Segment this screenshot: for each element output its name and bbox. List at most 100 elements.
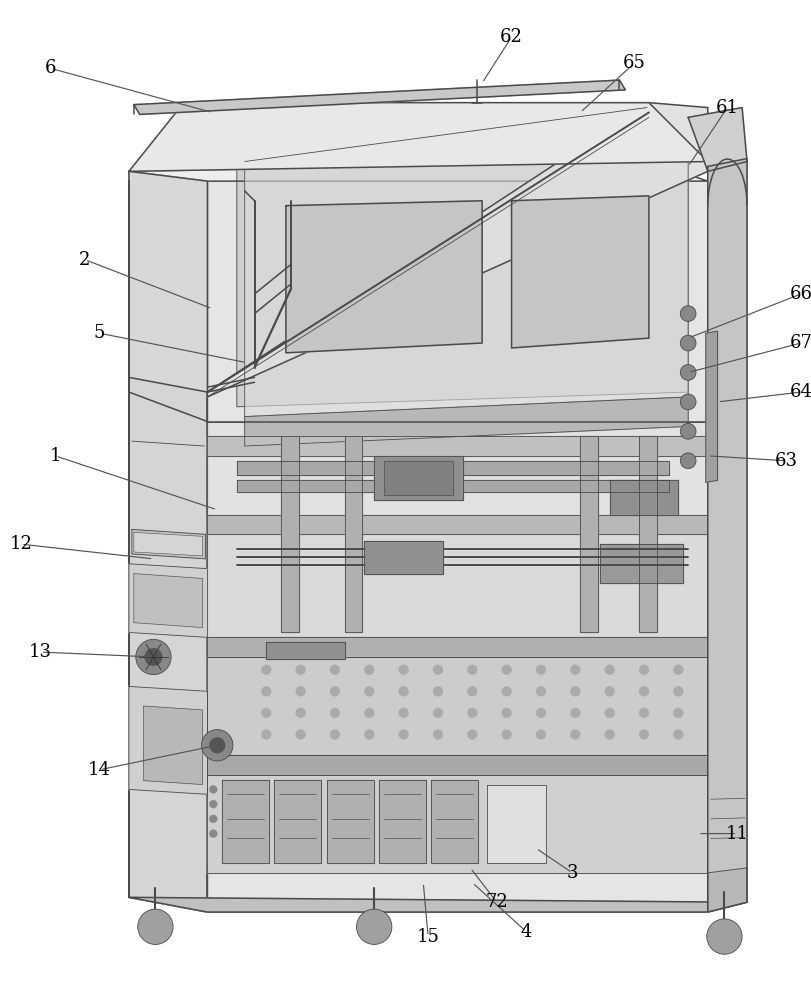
Circle shape — [261, 730, 271, 739]
Circle shape — [605, 708, 615, 718]
Text: 12: 12 — [10, 535, 32, 553]
Circle shape — [536, 730, 546, 739]
Circle shape — [570, 665, 580, 675]
Polygon shape — [208, 422, 708, 863]
Polygon shape — [266, 642, 345, 659]
Polygon shape — [129, 686, 208, 794]
Text: 67: 67 — [790, 334, 811, 352]
Circle shape — [330, 708, 340, 718]
Polygon shape — [345, 436, 363, 632]
Circle shape — [673, 730, 683, 739]
Polygon shape — [487, 785, 546, 863]
Circle shape — [673, 665, 683, 675]
Circle shape — [330, 686, 340, 696]
Circle shape — [433, 708, 443, 718]
Polygon shape — [364, 541, 443, 574]
Polygon shape — [134, 80, 625, 114]
Polygon shape — [129, 103, 708, 171]
Polygon shape — [706, 331, 718, 482]
Circle shape — [605, 730, 615, 739]
Circle shape — [570, 686, 580, 696]
Circle shape — [296, 708, 306, 718]
Circle shape — [399, 665, 409, 675]
Polygon shape — [208, 103, 708, 397]
Circle shape — [680, 335, 696, 351]
Circle shape — [135, 639, 171, 675]
Text: 1: 1 — [49, 447, 61, 465]
Circle shape — [433, 665, 443, 675]
Circle shape — [209, 800, 217, 808]
Circle shape — [296, 730, 306, 739]
Polygon shape — [384, 461, 453, 495]
Polygon shape — [208, 775, 708, 873]
Polygon shape — [208, 515, 708, 534]
Circle shape — [399, 730, 409, 739]
Circle shape — [467, 665, 477, 675]
Circle shape — [639, 730, 649, 739]
Circle shape — [639, 686, 649, 696]
Polygon shape — [237, 461, 668, 475]
Circle shape — [502, 730, 512, 739]
Circle shape — [296, 686, 306, 696]
Circle shape — [209, 815, 217, 823]
Polygon shape — [208, 181, 708, 912]
Polygon shape — [374, 456, 462, 500]
Circle shape — [261, 708, 271, 718]
Polygon shape — [134, 574, 203, 628]
Text: 14: 14 — [88, 761, 111, 779]
Circle shape — [673, 686, 683, 696]
Circle shape — [639, 708, 649, 718]
Circle shape — [639, 665, 649, 675]
Polygon shape — [610, 480, 678, 515]
Polygon shape — [512, 196, 649, 348]
Circle shape — [680, 306, 696, 321]
Text: 6: 6 — [45, 59, 56, 77]
Circle shape — [364, 730, 374, 739]
Circle shape — [502, 708, 512, 718]
Polygon shape — [129, 897, 747, 912]
Circle shape — [144, 648, 162, 666]
Text: 4: 4 — [521, 923, 532, 941]
Polygon shape — [281, 436, 298, 632]
Circle shape — [536, 708, 546, 718]
Polygon shape — [129, 171, 208, 392]
Circle shape — [467, 730, 477, 739]
Polygon shape — [708, 159, 747, 912]
Polygon shape — [208, 534, 708, 637]
Circle shape — [680, 453, 696, 469]
Polygon shape — [245, 397, 689, 446]
Polygon shape — [708, 868, 747, 912]
Circle shape — [680, 394, 696, 410]
Polygon shape — [286, 201, 482, 353]
Circle shape — [364, 708, 374, 718]
Polygon shape — [379, 780, 427, 863]
Circle shape — [399, 686, 409, 696]
Polygon shape — [129, 162, 708, 181]
Circle shape — [209, 785, 217, 793]
Polygon shape — [237, 480, 668, 492]
Text: 11: 11 — [726, 825, 749, 843]
Polygon shape — [144, 706, 203, 785]
Text: 66: 66 — [789, 285, 811, 303]
Circle shape — [209, 737, 225, 753]
Circle shape — [467, 686, 477, 696]
Polygon shape — [129, 564, 208, 637]
Circle shape — [673, 708, 683, 718]
Circle shape — [209, 830, 217, 837]
Text: 65: 65 — [623, 54, 646, 72]
Circle shape — [433, 686, 443, 696]
Text: 72: 72 — [486, 893, 508, 911]
Circle shape — [364, 665, 374, 675]
Circle shape — [399, 708, 409, 718]
Polygon shape — [639, 436, 657, 632]
Circle shape — [261, 686, 271, 696]
Circle shape — [570, 730, 580, 739]
Polygon shape — [129, 171, 208, 912]
Polygon shape — [132, 529, 205, 559]
Text: 62: 62 — [500, 28, 523, 46]
Circle shape — [330, 730, 340, 739]
Polygon shape — [208, 657, 708, 755]
Text: 63: 63 — [775, 452, 798, 470]
Text: 61: 61 — [716, 99, 739, 117]
Polygon shape — [327, 780, 374, 863]
